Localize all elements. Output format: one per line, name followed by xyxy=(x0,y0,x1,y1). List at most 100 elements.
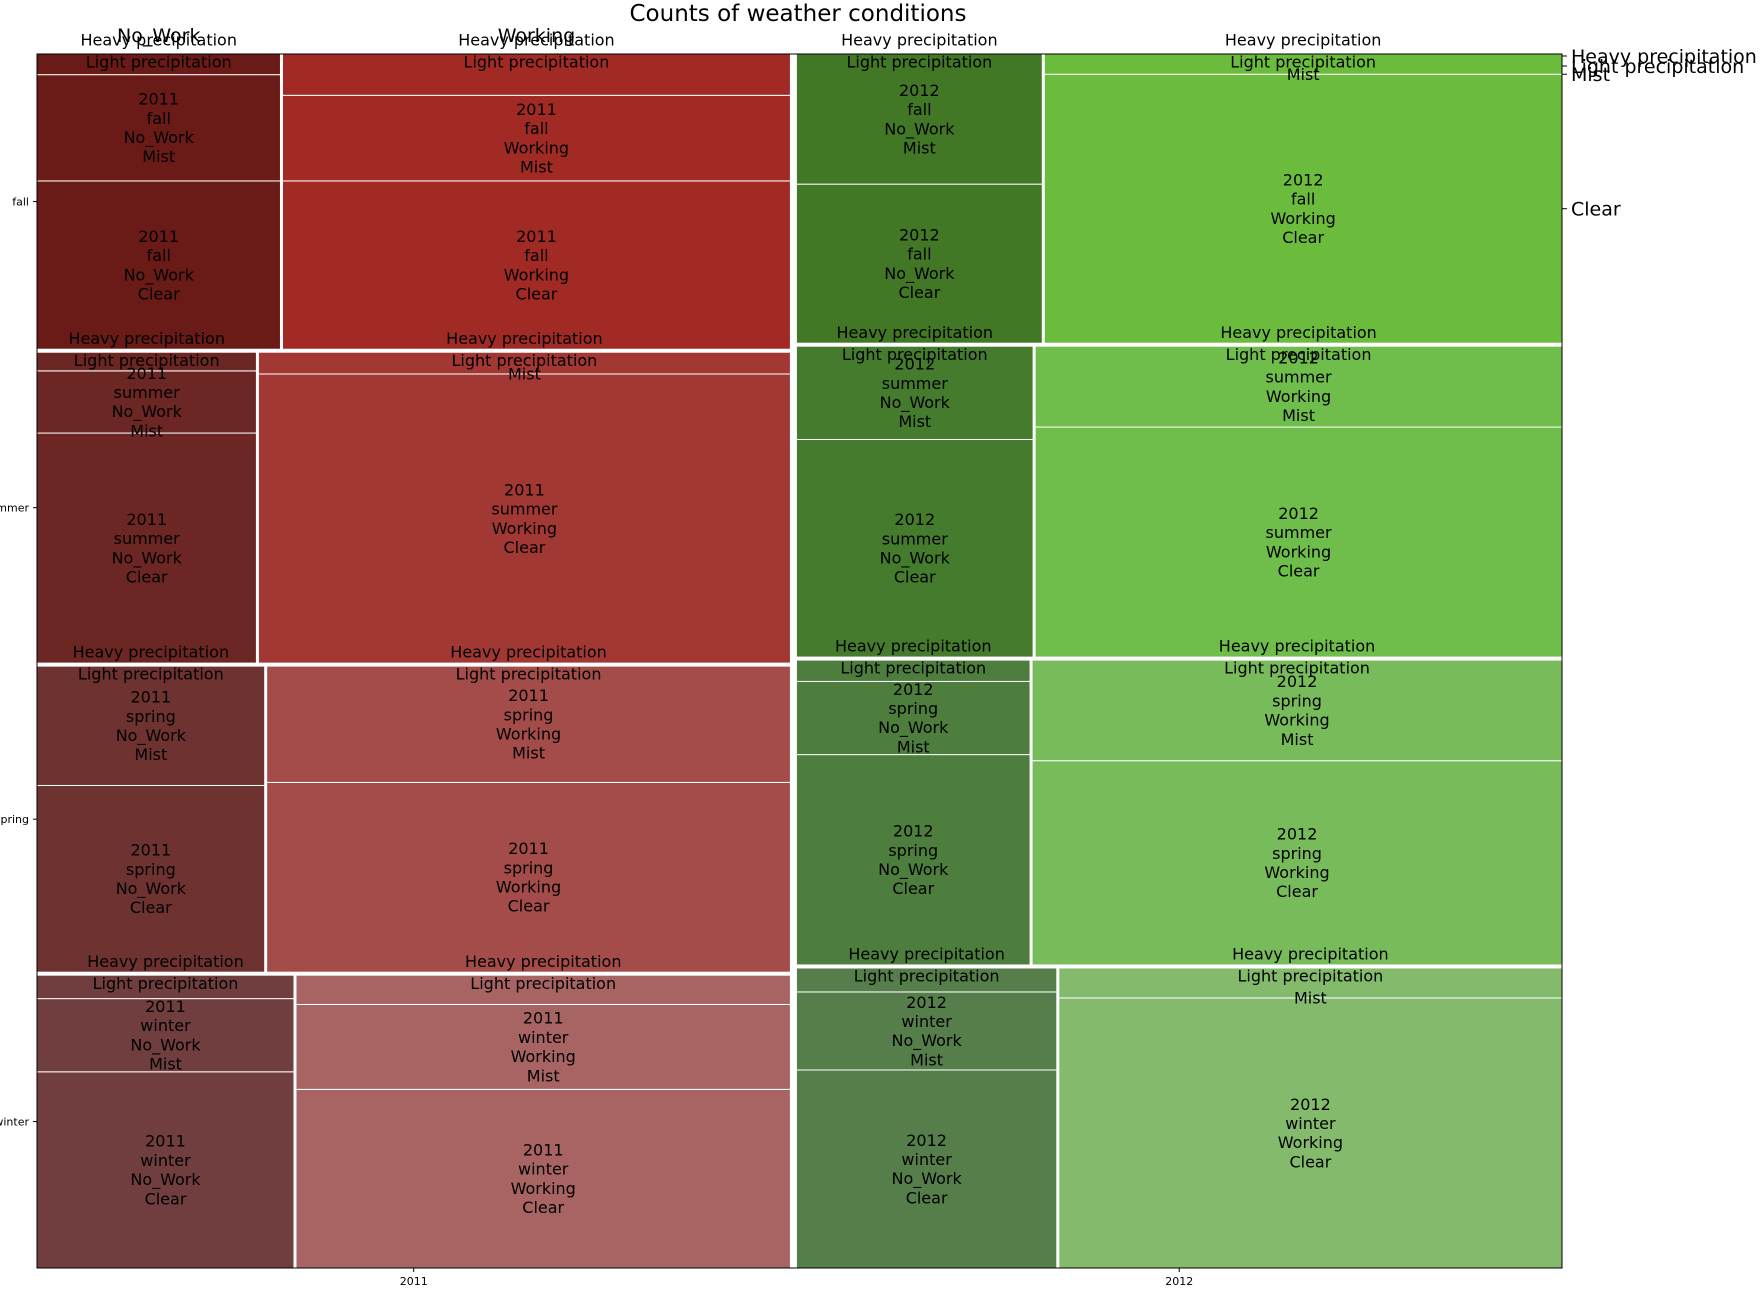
y-tick-label: fall xyxy=(12,196,29,209)
right-tick-label: Heavy precipitation xyxy=(1571,46,1757,68)
tile-label: 2011 spring No_Work Clear xyxy=(116,841,187,918)
tile-label: Light precipitation xyxy=(74,351,220,370)
tile-label: 2011 spring Working Clear xyxy=(496,839,561,916)
tile-label: Heavy precipitation xyxy=(1225,31,1382,50)
tile-2012-winter-Working-clear xyxy=(1058,997,1563,1269)
top-label: Working xyxy=(498,25,576,47)
tile-label: 2011 spring No_Work Mist xyxy=(116,688,187,765)
right-tick-label: Clear xyxy=(1571,199,1621,221)
tile-label: Heavy precipitation xyxy=(848,945,1005,964)
tile-2011-summer-Working-light-precipitation xyxy=(257,351,791,375)
tile-2011-spring-Working-mist xyxy=(266,665,791,783)
tile-label: 2012 fall Working Clear xyxy=(1271,171,1336,248)
tile-label: Light precipitation xyxy=(854,967,1000,986)
tile-label: 2011 summer No_Work Mist xyxy=(112,364,183,441)
tile-label: 2011 winter No_Work Mist xyxy=(130,997,201,1074)
tile-2011-spring-Working-clear xyxy=(266,781,791,973)
right-tick-label: Mist xyxy=(1571,64,1610,86)
tile-2012-fall-Working-clear xyxy=(1043,73,1563,344)
tile-label: Heavy precipitation xyxy=(837,323,994,342)
tile-label: 2011 fall Working Mist xyxy=(504,100,569,177)
tile-label: 2012 spring No_Work Mist xyxy=(878,680,949,757)
y-tick-label: spring xyxy=(0,813,29,826)
right-tick-label: Light precipitation xyxy=(1571,56,1744,78)
tile-label: 2011 spring Working Mist xyxy=(496,686,561,763)
tile-label: Heavy precipitation xyxy=(1220,323,1377,342)
tile-2011-fall-Working-clear xyxy=(281,180,791,350)
tile-2012-winter-No_Work-light-precipitation xyxy=(795,967,1058,993)
mosaic-tile-labels: 2011 fall No_Work Clear 2011 fall No_Work Mist L… xyxy=(68,31,1388,1217)
tile-label: Light precipitation xyxy=(1224,659,1370,678)
tile-label: 2012 spring No_Work Clear xyxy=(878,822,949,899)
tile-2012-spring-Working-clear xyxy=(1031,760,1563,966)
tile-2011-summer-No_Work-clear xyxy=(36,432,257,664)
tile-label: 2012 summer Working Mist xyxy=(1266,348,1332,425)
top-label: No_Work xyxy=(117,25,200,47)
tile-2011-fall-Working-mist xyxy=(281,94,791,182)
tile-2011-summer-Working-clear xyxy=(257,373,791,664)
tile-label: Light precipitation xyxy=(452,351,598,370)
tile-2012-summer-Working-clear xyxy=(1034,426,1563,658)
tile-label: Heavy precipitation xyxy=(73,643,230,662)
tile-label: Mist xyxy=(1294,989,1327,1008)
tile-2011-fall-Working-light-precipitation xyxy=(281,53,791,96)
tile-label: Heavy precipitation xyxy=(1232,945,1389,964)
tile-label: Light precipitation xyxy=(78,665,224,684)
tile-label: 2011 winter No_Work Clear xyxy=(130,1132,201,1209)
axes: 2011 2012 fall summer spring winter No_Work Wor… xyxy=(0,25,1757,1288)
tile-label: Light precipitation xyxy=(846,53,992,72)
tile-2011-winter-No_Work-mist xyxy=(36,998,295,1073)
tile-2012-summer-Working-mist xyxy=(1034,345,1563,428)
tile-label: Heavy precipitation xyxy=(835,637,992,656)
tile-label: Heavy precipitation xyxy=(450,643,607,662)
tile-label: Light precipitation xyxy=(86,53,232,72)
tile-2012-spring-No_Work-clear xyxy=(795,754,1031,966)
tile-2012-spring-No_Work-light-precipitation xyxy=(795,659,1031,682)
tile-2011-winter-Working-clear xyxy=(295,1088,791,1269)
y-tick-label: winter xyxy=(0,1116,29,1129)
tile-2012-fall-No_Work-clear xyxy=(795,183,1043,344)
tile-label: 2012 winter No_Work Mist xyxy=(891,993,962,1070)
tile-label: 2011 winter Working Clear xyxy=(511,1140,576,1217)
tile-2011-winter-Working-mist xyxy=(295,1003,791,1090)
tile-label: 2012 fall No_Work Mist xyxy=(884,81,955,158)
tile-label: Heavy precipitation xyxy=(1219,637,1376,656)
tile-label: 2012 fall No_Work Clear xyxy=(884,225,955,302)
tile-2012-summer-No_Work-mist xyxy=(795,345,1034,440)
tile-2012-winter-No_Work-mist xyxy=(795,991,1058,1071)
tile-label: 2012 summer Working Clear xyxy=(1266,504,1332,581)
tile-label: 2011 fall Working Clear xyxy=(504,227,569,304)
tile-label: Heavy precipitation xyxy=(68,329,225,348)
y-tick-label: summer xyxy=(0,502,29,515)
tile-label: Light precipitation xyxy=(464,53,610,72)
tile-label: Light precipitation xyxy=(470,974,616,993)
tile-2011-fall-No_Work-clear xyxy=(36,180,281,350)
chart-title: Counts of weather conditions xyxy=(630,1,967,27)
tile-label: 2012 summer No_Work Clear xyxy=(880,510,951,587)
x-tick-label: 2011 xyxy=(400,1275,428,1288)
tile-2011-winter-No_Work-clear xyxy=(36,1071,295,1269)
tile-label: Light precipitation xyxy=(456,665,602,684)
tile-label: 2011 summer Working Clear xyxy=(491,480,557,557)
tile-label: 2012 spring Working Mist xyxy=(1264,672,1329,749)
tile-label: Heavy precipitation xyxy=(841,31,998,50)
tile-label: Heavy precipitation xyxy=(458,31,615,50)
tile-label: 2012 summer No_Work Mist xyxy=(880,355,951,432)
tile-2011-winter-Working-light-precipitation xyxy=(295,974,791,1005)
mosaic-tiles xyxy=(36,53,1563,1269)
tile-label: 2012 winter No_Work Clear xyxy=(891,1131,962,1208)
tile-2012-spring-No_Work-mist xyxy=(795,680,1031,756)
tile-label: Light precipitation xyxy=(1230,53,1376,72)
tile-label: 2011 summer No_Work Clear xyxy=(112,510,183,587)
tile-label: Light precipitation xyxy=(93,974,239,993)
tile-2011-fall-No_Work-mist xyxy=(36,74,281,182)
tile-label: 2011 fall No_Work Clear xyxy=(124,227,195,304)
tile-2011-summer-No_Work-mist xyxy=(36,370,257,434)
tile-label: Light precipitation xyxy=(842,345,988,364)
tile-2012-fall-No_Work-mist xyxy=(795,53,1043,185)
tile-label: 2012 winter Working Clear xyxy=(1278,1095,1343,1172)
tile-label: Light precipitation xyxy=(1226,345,1372,364)
tile-2012-winter-Working-light-precipitation xyxy=(1058,967,1563,999)
tile-label: Heavy precipitation xyxy=(465,952,622,971)
tile-label: Heavy precipitation xyxy=(80,31,237,50)
